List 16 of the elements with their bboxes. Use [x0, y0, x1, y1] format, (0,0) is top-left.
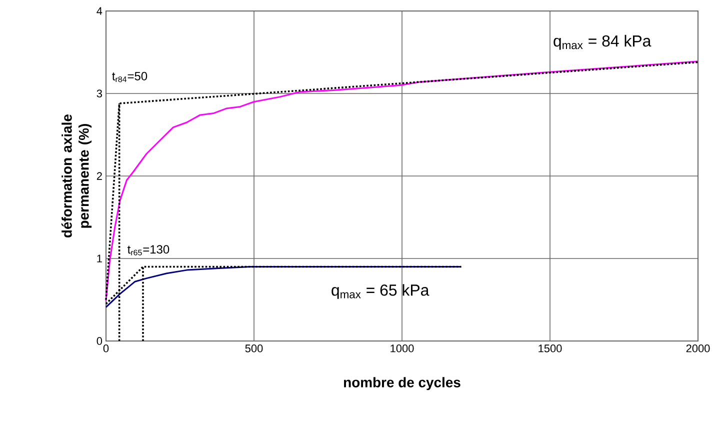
y-axis-title: déformation axiale permanente (%) [61, 114, 92, 238]
x-tick-label: 1500 [538, 344, 562, 352]
y-tick-label: 1 [97, 254, 102, 262]
annotation: q$_{max}$ = 84 kPa [554, 34, 652, 50]
x-tick-label: 0 [103, 344, 109, 352]
y-tick-label: 2 [96, 172, 102, 180]
x-axis-title: nombre de cycles [344, 377, 460, 390]
y-tick-label: 4 [96, 7, 102, 15]
y-tick-label: 0 [96, 337, 102, 345]
x-tick-label: 1000 [390, 344, 414, 352]
annotation: t$_{r84}$=50 [112, 72, 148, 82]
annotation: t$_{r65}$=130 [128, 245, 170, 256]
y-tick-label: 3 [96, 90, 102, 98]
annotation: q$_{max}$ = 65 kPa [332, 284, 430, 299]
x-tick-label: 2000 [686, 344, 710, 352]
x-tick-label: 500 [245, 344, 263, 352]
